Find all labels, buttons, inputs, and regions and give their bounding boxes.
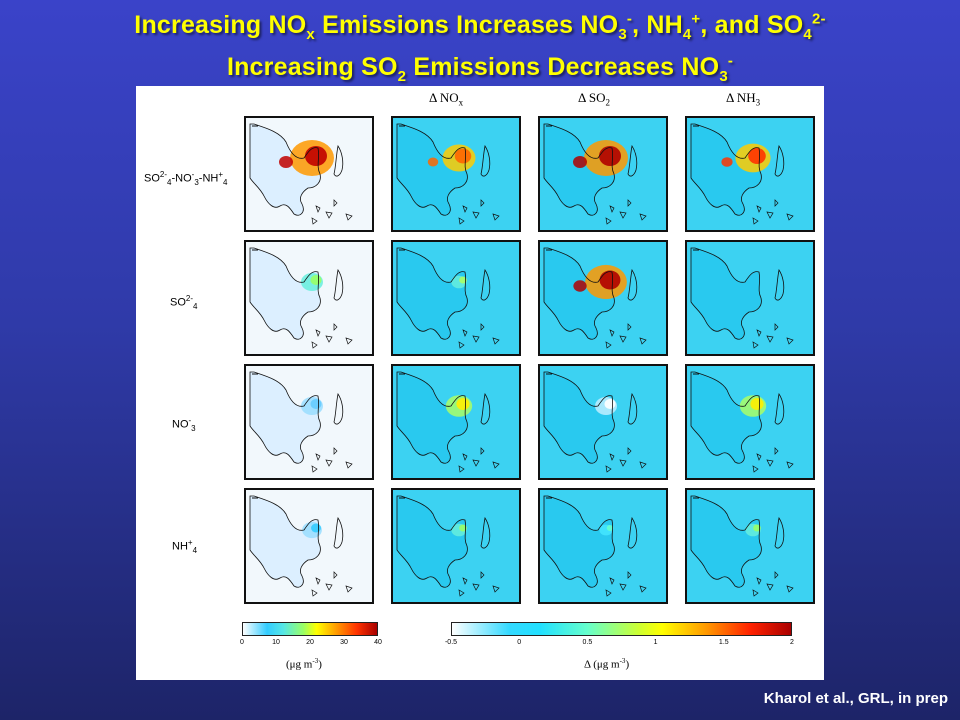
map-canvas [540,366,666,478]
map-canvas [540,490,666,602]
colorbar-absolute-tick: 0 [240,639,244,646]
slide-title-line1: Increasing NOx Emissions Increases NO3-,… [134,10,826,43]
map-canvas [246,490,372,602]
citation-credit: Kharol et al., GRL, in prep [763,690,948,707]
colorbar-difference-tick: 1 [653,639,658,646]
column-header-delta-so2: Δ SO2 [578,90,611,108]
row-label-no3: NO-3 [172,416,196,433]
colorbar-difference-tick: 2 [790,639,794,646]
slide-title-line2: Increasing SO2 Emissions Decreases NO3- [226,52,734,85]
row-label-total: SO2-4-NO-3-NH+4 [144,170,228,187]
colorbar-difference [451,622,792,636]
map-panel-total-delta-nh3 [685,116,815,232]
map-canvas [246,366,372,478]
row-label-so4: SO2-4 [170,294,198,311]
map-canvas [246,118,372,230]
colorbar-absolute [242,622,378,636]
map-canvas [246,242,372,354]
map-panel-so4-delta-nox [391,240,521,356]
colorbar-absolute-tick: 40 [374,639,382,646]
map-panel-no3-base [244,364,374,480]
map-canvas [393,490,519,602]
map-panel-no3-delta-so2 [538,364,668,480]
map-figure: Δ NOx Δ SO2 Δ NH3 SO2-4-NO-3-NH+4 SO2-4 … [136,86,824,680]
map-panel-so4-base [244,240,374,356]
map-canvas [393,242,519,354]
map-panel-no3-delta-nh3 [685,364,815,480]
map-canvas [393,366,519,478]
column-header-delta-nh3: Δ NH3 [726,90,761,108]
map-canvas [540,242,666,354]
map-canvas [687,242,813,354]
map-panel-nh4-delta-nox [391,488,521,604]
column-header-delta-nox: Δ NOx [429,90,464,108]
colorbar-absolute-unit: (μg m-3) [286,657,322,671]
map-panel-total-delta-so2 [538,116,668,232]
map-canvas [393,118,519,230]
colorbar-absolute-tick: 10 [272,639,280,646]
map-panel-nh4-delta-so2 [538,488,668,604]
map-panel-nh4-delta-nh3 [685,488,815,604]
map-canvas [540,118,666,230]
map-canvas [687,366,813,478]
map-panel-total-delta-nox [391,116,521,232]
colorbar-absolute-tick: 30 [340,639,348,646]
map-panel-nh4-base [244,488,374,604]
map-panel-total-base [244,116,374,232]
colorbar-difference-tick: -0.5 [444,639,458,646]
colorbar-difference-unit: Δ (μg m-3) [584,657,630,671]
colorbar-difference-tick: 0 [517,639,522,646]
row-label-nh4: NH+4 [172,538,198,555]
map-canvas [687,490,813,602]
colorbar-difference-tick: 0.5 [582,639,593,646]
map-panel-so4-delta-so2 [538,240,668,356]
colorbar-difference-tick: 1.5 [718,639,729,646]
map-panel-no3-delta-nox [391,364,521,480]
map-canvas [687,118,813,230]
map-panel-so4-delta-nh3 [685,240,815,356]
colorbar-absolute-tick: 20 [306,639,314,646]
